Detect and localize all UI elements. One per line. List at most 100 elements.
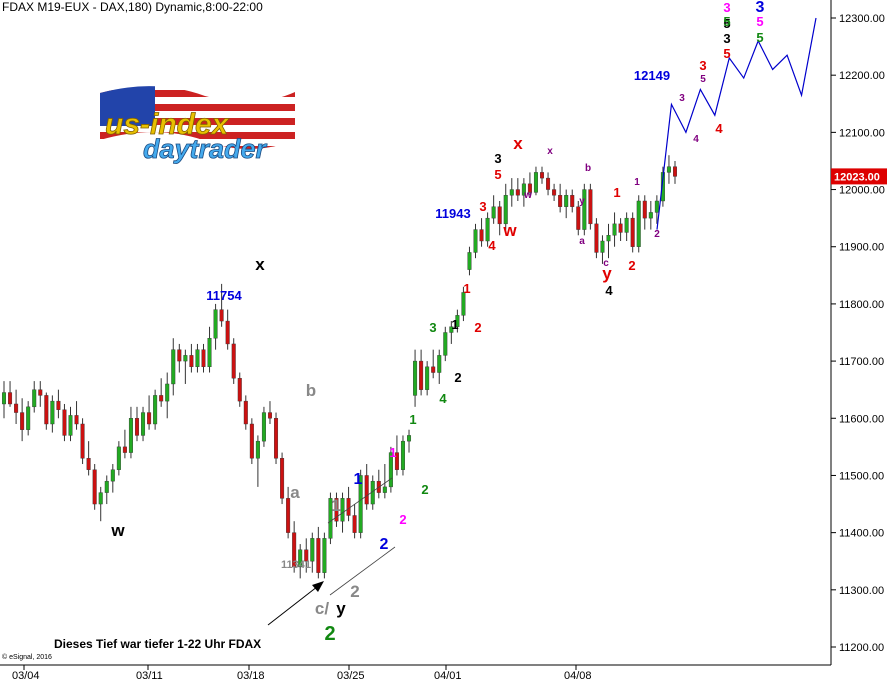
channel-line-upper	[327, 477, 393, 524]
y-tick-label: 12300.00	[839, 13, 885, 25]
candle-body	[533, 172, 538, 193]
candle-body	[624, 217, 629, 233]
candle-body	[201, 349, 206, 368]
candle-body	[316, 538, 321, 573]
candle-body	[467, 252, 472, 270]
candle-body	[419, 360, 424, 390]
candle-body	[86, 458, 91, 470]
candle-body	[546, 177, 551, 190]
wave-label: 2	[421, 482, 428, 497]
logo-text-2: daytrader	[143, 134, 268, 164]
candle-body	[352, 515, 357, 533]
candle-body	[485, 217, 490, 242]
wave-label: 1	[463, 281, 470, 296]
candle-body	[8, 392, 13, 405]
wave-label: 11341	[281, 559, 311, 571]
wave-label: 1	[354, 471, 363, 488]
y-tick-label: 11800.00	[839, 299, 884, 311]
candle-body	[292, 532, 297, 568]
wave-label: 4	[488, 238, 496, 253]
wave-label: 3	[699, 58, 706, 73]
y-tick-label: 11600.00	[839, 413, 884, 425]
wave-label: 5	[494, 167, 501, 182]
last-price-box	[831, 168, 887, 185]
y-tick-label: 12200.00	[839, 70, 885, 82]
wave-label: 1	[409, 412, 416, 427]
wave-label: 2	[380, 536, 389, 553]
candle-body	[521, 183, 526, 196]
candle-body	[231, 343, 236, 379]
candle-body	[50, 400, 55, 425]
wave-label: 3	[494, 151, 501, 166]
x-tick-label: 03/11	[136, 670, 163, 680]
candle-body	[267, 412, 272, 419]
wave-label: 5	[756, 30, 763, 45]
candle-body	[334, 498, 339, 522]
wave-label: 1	[389, 445, 396, 460]
candle-body	[346, 498, 351, 516]
wave-label: x	[547, 146, 553, 157]
candle-body	[237, 378, 242, 402]
y-tick-label: 12100.00	[839, 127, 885, 139]
candle-body	[165, 383, 170, 402]
candle-body	[515, 189, 520, 196]
candle-body	[328, 498, 333, 539]
candle-body	[527, 183, 532, 193]
candle-body	[225, 320, 230, 345]
logo-text-1: us-index	[105, 108, 230, 141]
candle-body	[503, 195, 508, 225]
candle-body	[147, 412, 152, 425]
wave-label: a	[290, 483, 300, 502]
candle-body	[274, 418, 279, 459]
wave-label: y	[336, 599, 346, 618]
x-tick-label: 03/04	[12, 670, 40, 680]
wave-label: 4	[693, 134, 699, 145]
annotation-note: Dieses Tief war tiefer 1-22 Uhr FDAX	[54, 637, 262, 651]
candle-body	[473, 229, 478, 253]
x-tick-label: 03/25	[337, 670, 365, 680]
x-tick-label: 04/08	[564, 670, 592, 680]
wave-label: x	[255, 255, 265, 274]
wave-label: w	[110, 521, 125, 540]
candle-body	[564, 195, 569, 207]
candle-body	[461, 292, 466, 316]
candle-body	[195, 349, 200, 368]
candle-body	[219, 309, 224, 322]
candle-body	[382, 486, 387, 493]
candle-body	[134, 418, 139, 436]
candle-body	[491, 206, 496, 219]
chart-title: FDAX M19-EUX - DAX,180) Dynamic,8:00-22:…	[2, 0, 263, 14]
wave-label: 3	[756, 0, 765, 16]
wave-label: 5	[700, 74, 706, 85]
wave-label: 2	[399, 512, 406, 527]
candle-body	[171, 349, 176, 385]
wave-label: a	[579, 236, 585, 247]
candle-body	[280, 458, 285, 499]
candle-body	[62, 409, 67, 436]
candle-body	[600, 240, 605, 253]
candle-body	[648, 212, 653, 219]
candle-body	[413, 360, 418, 396]
arrow-head	[312, 581, 324, 592]
wave-label: 3	[723, 0, 730, 15]
y-tick-label: 11700.00	[839, 356, 884, 368]
candle-body	[449, 326, 454, 333]
candle-body	[570, 195, 575, 207]
candle-body	[153, 395, 158, 425]
wave-label: w	[523, 190, 532, 201]
candle-body	[44, 395, 49, 425]
candle-body	[630, 217, 635, 247]
candle-body	[358, 475, 363, 533]
candle-body	[189, 355, 194, 368]
wave-label: 1	[634, 177, 640, 188]
candle-body	[116, 446, 121, 470]
candle-body	[576, 206, 581, 230]
y-tick-label: 11300.00	[839, 585, 884, 597]
y-tick-label: 11400.00	[839, 528, 884, 540]
candle-body	[558, 195, 563, 207]
wave-label: 12149	[634, 68, 670, 83]
wave-label: 3	[479, 199, 486, 214]
candle-body	[183, 355, 188, 362]
wave-label: 2	[654, 229, 660, 240]
